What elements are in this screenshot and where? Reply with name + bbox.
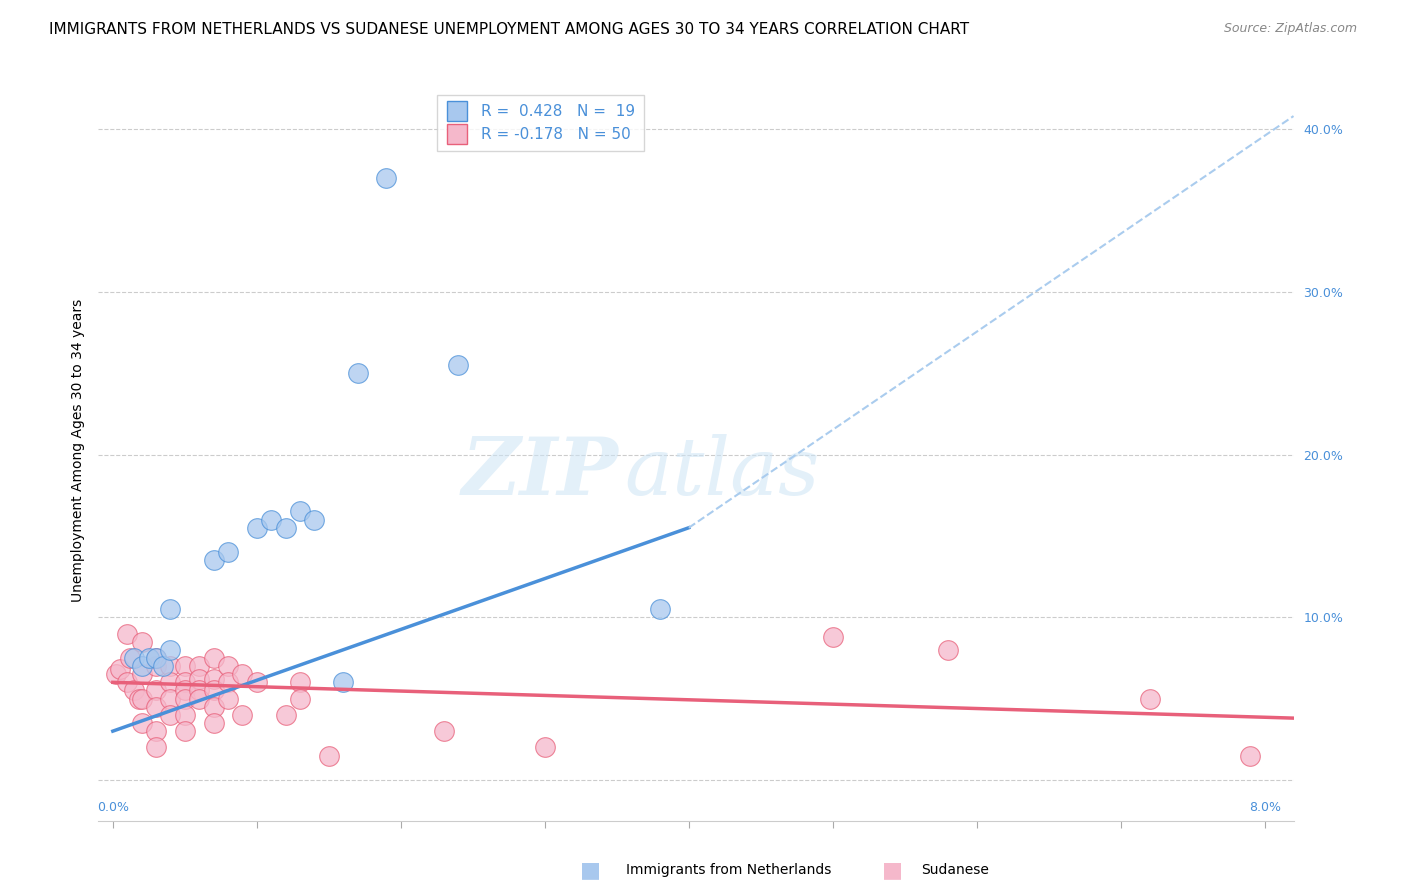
Point xyxy=(318,748,340,763)
Point xyxy=(188,659,211,673)
Point xyxy=(1239,748,1261,763)
Point xyxy=(145,651,167,665)
Point xyxy=(145,724,167,739)
Point xyxy=(173,683,195,698)
Point xyxy=(332,675,354,690)
Point xyxy=(188,683,211,698)
Point xyxy=(231,707,253,722)
Point xyxy=(304,513,326,527)
Point xyxy=(131,667,153,681)
Point xyxy=(173,707,195,722)
Point xyxy=(288,675,311,690)
Point xyxy=(120,651,142,665)
Point xyxy=(159,659,181,673)
Point xyxy=(115,626,138,640)
Point xyxy=(246,675,269,690)
Point xyxy=(217,691,239,706)
Text: ZIP: ZIP xyxy=(461,434,619,511)
Point xyxy=(159,602,181,616)
Point xyxy=(202,683,225,698)
Point xyxy=(217,545,239,559)
Point xyxy=(115,675,138,690)
Point xyxy=(375,170,398,185)
Point xyxy=(1139,691,1161,706)
Point xyxy=(145,683,167,698)
Text: Sudanese: Sudanese xyxy=(921,863,988,877)
Point xyxy=(138,651,160,665)
Point xyxy=(131,634,153,648)
Y-axis label: Unemployment Among Ages 30 to 34 years: Unemployment Among Ages 30 to 34 years xyxy=(70,299,84,602)
Point xyxy=(246,521,269,535)
Point xyxy=(202,716,225,731)
Point xyxy=(202,672,225,686)
Point xyxy=(202,651,225,665)
Text: IMMIGRANTS FROM NETHERLANDS VS SUDANESE UNEMPLOYMENT AMONG AGES 30 TO 34 YEARS C: IMMIGRANTS FROM NETHERLANDS VS SUDANESE … xyxy=(49,22,969,37)
Point xyxy=(159,691,181,706)
Point xyxy=(173,675,195,690)
Point xyxy=(145,740,167,755)
Text: Source: ZipAtlas.com: Source: ZipAtlas.com xyxy=(1223,22,1357,36)
Text: ■: ■ xyxy=(581,860,600,880)
Point xyxy=(188,672,211,686)
Point xyxy=(145,699,167,714)
Text: 0.0%: 0.0% xyxy=(97,800,129,814)
Point xyxy=(128,691,150,706)
Point xyxy=(104,667,127,681)
Point xyxy=(217,675,239,690)
Point xyxy=(152,659,174,673)
Point xyxy=(274,707,297,722)
Point xyxy=(202,553,225,567)
Point xyxy=(346,366,368,380)
Point xyxy=(173,724,195,739)
Point xyxy=(648,602,671,616)
Point xyxy=(145,659,167,673)
Point xyxy=(131,659,153,673)
Point xyxy=(202,699,225,714)
Point xyxy=(188,691,211,706)
Point xyxy=(159,642,181,657)
Point xyxy=(145,651,167,665)
Point xyxy=(260,513,283,527)
Point xyxy=(533,740,555,755)
Legend: R =  0.428   N =  19, R = -0.178   N = 50: R = 0.428 N = 19, R = -0.178 N = 50 xyxy=(437,95,644,152)
Text: Immigrants from Netherlands: Immigrants from Netherlands xyxy=(626,863,831,877)
Point xyxy=(124,683,146,698)
Point xyxy=(288,691,311,706)
Point xyxy=(124,651,146,665)
Point xyxy=(274,521,297,535)
Text: 8.0%: 8.0% xyxy=(1249,800,1281,814)
Text: ■: ■ xyxy=(883,860,903,880)
Point xyxy=(173,691,195,706)
Point xyxy=(131,716,153,731)
Point xyxy=(173,659,195,673)
Point xyxy=(159,675,181,690)
Point xyxy=(217,659,239,673)
Point xyxy=(231,667,253,681)
Point xyxy=(288,504,311,518)
Text: atlas: atlas xyxy=(624,434,820,511)
Point xyxy=(108,662,131,676)
Point xyxy=(131,691,153,706)
Point xyxy=(447,358,470,372)
Point xyxy=(159,707,181,722)
Point xyxy=(936,642,959,657)
Point xyxy=(433,724,456,739)
Point xyxy=(821,630,844,644)
